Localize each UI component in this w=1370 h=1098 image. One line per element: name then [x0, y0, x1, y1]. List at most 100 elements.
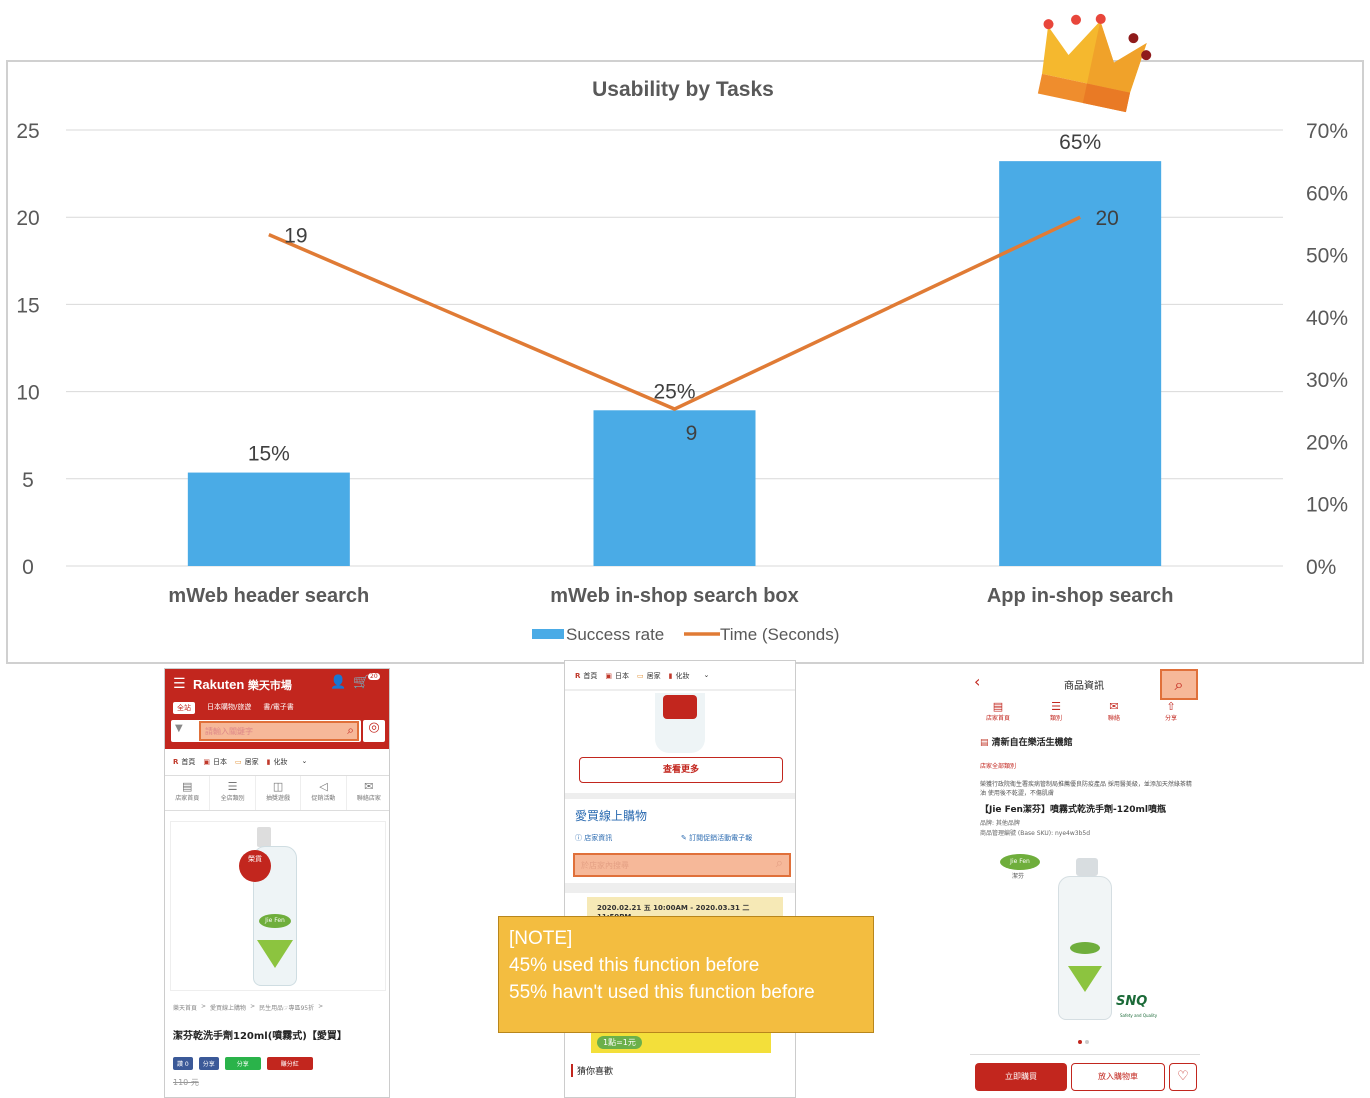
y-left-tick-label: 0	[22, 556, 34, 579]
user-icon[interactable]: 👤	[330, 675, 347, 690]
camera-icon[interactable]: ◎	[363, 720, 385, 742]
y-right-tick-label: 40%	[1306, 307, 1348, 330]
search-icon[interactable]: ⌕	[775, 856, 783, 871]
y-right-tick-label: 10%	[1306, 494, 1348, 517]
snq-logo: SNQ	[1116, 994, 1148, 1009]
cart-count: 20	[368, 673, 380, 680]
back-icon[interactable]: ‹	[974, 672, 981, 691]
x-category-label: mWeb in-shop search box	[550, 585, 799, 607]
y-right-tick-label: 0%	[1306, 556, 1336, 579]
snq-subtitle: Safety and Quality	[1120, 1013, 1158, 1018]
cat-home-living[interactable]: 居家	[244, 758, 259, 766]
shop-nav-categories[interactable]: ☰ 全店類別	[210, 776, 256, 810]
y-left-tick-label: 20	[16, 207, 39, 230]
see-more-button[interactable]: 查看更多	[579, 757, 783, 783]
line-data-label: 19	[284, 225, 307, 248]
tab-all[interactable]: 全站	[173, 702, 195, 714]
shop-nav-lottery[interactable]: ◫ 抽獎遊戲	[256, 776, 302, 810]
cat-cosmetics[interactable]: 化妝	[273, 758, 288, 766]
shop-name[interactable]: ▤ 清新自在樂活生機館	[980, 738, 1073, 748]
tab-japan-travel[interactable]: 日本購物/旅遊	[207, 703, 252, 711]
brand-line: 品牌: 其他品牌	[980, 820, 1020, 827]
crown-icon	[1037, 13, 1152, 113]
y-left-tick-label: 15	[16, 294, 39, 317]
note-heading: [NOTE]	[509, 928, 573, 949]
screenshot-app-inshop-search: ‹ 商品資訊 ⌕ ▤ 店家首頁 ☰ 類別 ✉ 聯絡 ⇧ 分享 ▤ 清新自在樂活生機館 店…	[970, 668, 1200, 1098]
bar-success-rate	[593, 410, 756, 566]
like-button[interactable]: 讚 0	[173, 1057, 193, 1070]
cat-home[interactable]: 首頁	[583, 672, 598, 680]
search-input[interactable]: 請輸入關鍵字 ⌕	[199, 721, 359, 741]
bar-data-label: 65%	[1059, 131, 1101, 154]
x-category-label: App in-shop search	[987, 585, 1174, 607]
bar-success-rate	[187, 472, 350, 566]
tab-books[interactable]: 書/電子書	[263, 703, 294, 711]
search-icon[interactable]: ⌕	[1160, 669, 1198, 700]
nav-share[interactable]: ⇧ 分享	[1164, 700, 1177, 722]
product-desc: 榮獲行政院衛生署疾病管制局推薦優良防疫產品 採用醫美級，並添加天然綠茶精油 使用…	[980, 781, 1192, 797]
product-thumb[interactable]	[655, 693, 705, 753]
filter-icon[interactable]: ▼	[175, 723, 183, 734]
product-title: 【Jie Fen潔芬】噴霧式乾洗手劑-120ml噴瓶	[980, 805, 1166, 815]
header-title: 商品資訊	[1064, 681, 1104, 692]
shop-name[interactable]: 愛買線上購物	[575, 809, 648, 823]
nav-shop-home[interactable]: ▤ 店家首頁	[985, 700, 1010, 722]
line-time-seconds	[268, 215, 1081, 411]
cat-home-living[interactable]: 居家	[646, 672, 661, 680]
y-right-tick-label: 60%	[1306, 182, 1348, 205]
all-categories-link[interactable]: 店家全部類別	[980, 763, 1017, 770]
menu-icon[interactable]: ☰	[173, 676, 186, 692]
cat-japan[interactable]: 日本	[615, 672, 630, 680]
usability-chart: Usability by Tasks 0 5 10 15 20 25 0% 10% 20% 30…	[6, 13, 1364, 664]
social-buttons: 讚 0 分享 分享 賺分紅	[173, 1057, 313, 1070]
shop-search-input[interactable]: 於店家內搜尋 ⌕	[573, 853, 791, 877]
fb-share-button[interactable]: 分享	[198, 1057, 219, 1070]
x-category-label: mWeb header search	[168, 585, 369, 607]
cat-japan[interactable]: 日本	[213, 758, 228, 766]
category-tabs: R 首頁 ▣ 日本 ▭ 居家 ▮ 化妝 ⌄	[575, 671, 710, 680]
nav-contact[interactable]: ✉ 聯絡	[1107, 700, 1120, 722]
line-share-button[interactable]: 分享	[224, 1057, 261, 1070]
badge: 榮貨	[239, 850, 271, 882]
shop-info-link[interactable]: ⓘ 店家資訊	[575, 834, 613, 842]
promo-strip[interactable]: 1點=1元	[591, 1033, 771, 1053]
chevron-down-icon[interactable]: ⌄	[703, 671, 710, 679]
note-line-not-used: 55% havn't used this function before	[509, 982, 815, 1003]
chevron-down-icon[interactable]: ⌄	[301, 757, 308, 765]
product-image[interactable]	[1058, 858, 1114, 1022]
search-icon[interactable]: ⌕	[347, 723, 354, 737]
shop-nav-contact[interactable]: ✉ 聯絡店家	[356, 780, 381, 802]
shop-nav-promo[interactable]: ◁ 促銷活動	[301, 776, 347, 810]
legend-label-success-rate: Success rate	[566, 625, 664, 644]
carousel-dots[interactable]	[1078, 1040, 1090, 1044]
sku-line: 商品管理編號 (Base SKU): nye4w3b5d	[980, 830, 1091, 837]
bar-data-label: 15%	[248, 443, 290, 466]
app-nav: ▤ 店家首頁 ☰ 類別 ✉ 聯絡 ⇧ 分享	[970, 700, 1200, 726]
line-data-label: 9	[686, 422, 698, 445]
legend-label-time: Time (Seconds)	[720, 625, 839, 644]
brand-logo: Jie Fen	[1000, 854, 1040, 870]
bar-success-rate	[999, 161, 1162, 566]
line-data-label: 20	[1095, 207, 1118, 230]
favorite-heart-icon[interactable]: ♡	[1169, 1063, 1197, 1091]
legend-swatch-success-rate	[532, 629, 564, 639]
buy-now-button[interactable]: 立即購買	[975, 1063, 1067, 1091]
shop-nav-home[interactable]: ▤ 店家首頁	[165, 776, 211, 810]
add-to-cart-button[interactable]: 放入購物車	[1071, 1063, 1165, 1091]
brand-logo-cn: 潔芬	[1012, 873, 1025, 880]
cat-home[interactable]: 首頁	[181, 758, 196, 766]
rakuten-logo: Rakuten	[193, 677, 245, 692]
bar-data-label: 25%	[653, 380, 695, 403]
promo-banner[interactable]: 2020.02.21 五 10:00AM - 2020.03.31 二 11:5…	[587, 897, 783, 921]
breadcrumb: 樂天首頁 > 愛買線上購物 > 民生用品☞專區95折 >	[173, 1003, 324, 1012]
chart-title: Usability by Tasks	[592, 78, 774, 101]
nav-categories[interactable]: ☰ 類別	[1049, 700, 1062, 722]
y-right-tick-label: 50%	[1306, 245, 1348, 268]
earn-button[interactable]: 賺分紅	[266, 1057, 313, 1070]
subscribe-link[interactable]: ✎ 訂閱促銷活動電子報	[681, 834, 753, 842]
product-image[interactable]: 榮貨 Jie Fen	[170, 821, 386, 991]
cart-icon[interactable]: 🛒	[353, 675, 370, 690]
y-left-tick-label: 5	[22, 469, 34, 492]
cat-cosmetics[interactable]: 化妝	[675, 672, 690, 680]
recommend-heading: 猜你喜歡	[571, 1064, 613, 1077]
